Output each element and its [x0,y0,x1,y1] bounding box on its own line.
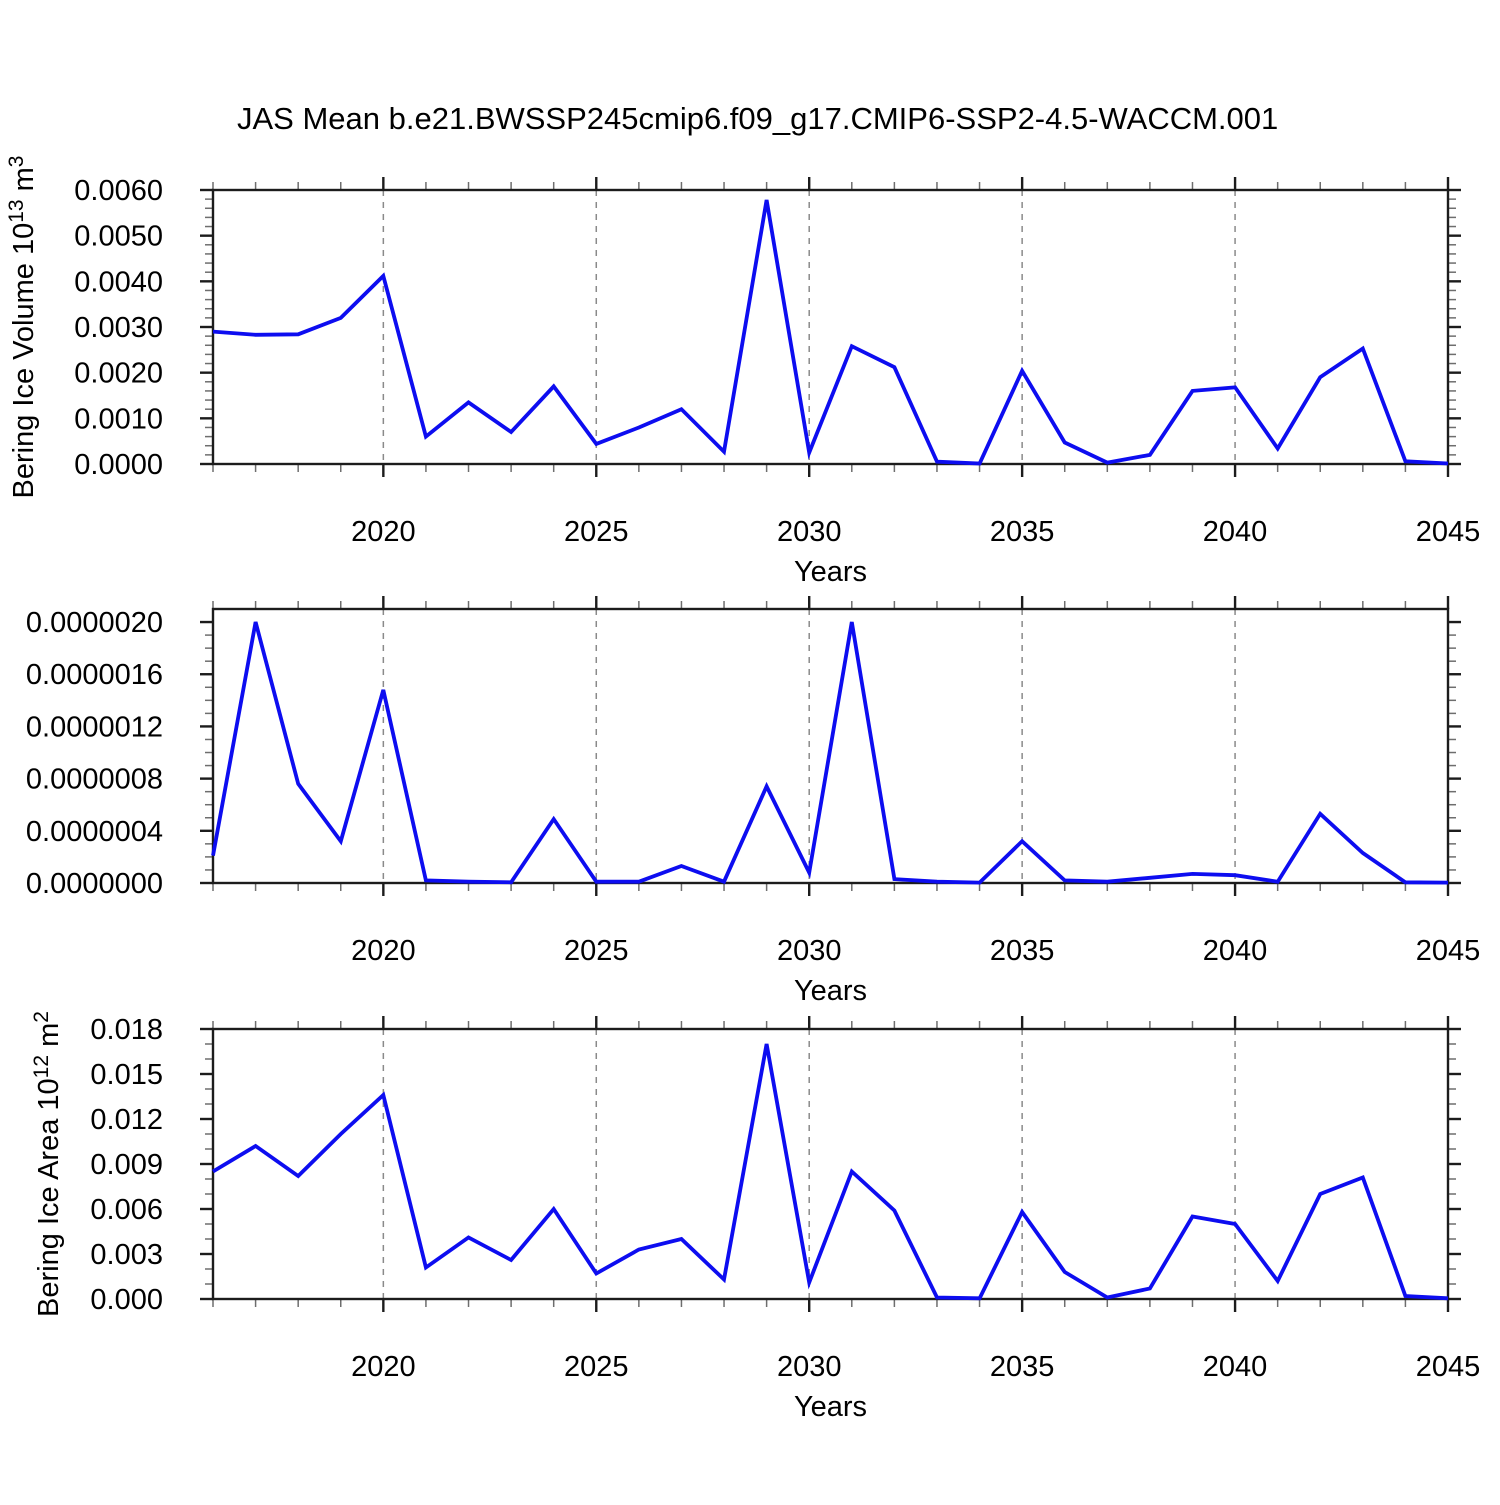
y-tick-label: 0.0010 [74,403,163,435]
x-axis-title: Years [794,975,867,1007]
y-ticks [200,1027,1461,1301]
y-tick-labels: 0.0000 0.0010 0.0020 0.0030 0.0040 0.0050 0.00… [74,175,163,481]
x-axis-title: Years [794,556,867,588]
x-tick-labels: 2020 2025 2030 2035 2040 2045 [351,516,1480,548]
x-ticks [212,1016,1450,1312]
data-line-bering-ice-volume [212,199,1449,466]
y-tick-label: 0.0000020 [26,607,163,639]
y-tick-label: 0.0000004 [26,816,163,848]
x-tick-label: 2030 [777,516,842,548]
y-tick-labels: 0.0000000 0.0000004 0.0000008 0.0000012 0.00… [26,607,163,900]
x-tick-label: 2035 [990,935,1055,967]
x-tick-labels: 2020 2025 2030 2035 2040 2045 [351,1351,1480,1383]
y-tick-label: 0.012 [90,1104,163,1136]
plot-bering-ice-area: 2020 2025 2030 2035 2040 2045Years0.0000.0030… [30,1011,1480,1423]
data-line-bering-ice-middle-series [211,621,1449,885]
x-tick-label: 2020 [351,935,416,967]
y-tick-label: 0.0000016 [26,659,163,691]
x-tick-labels: 2020 2025 2030 2035 2040 2045 [351,935,1480,967]
y-tick-label: 0.015 [90,1059,163,1091]
y-axis-title: Bering Ice Volume 1013 m3 [5,156,40,499]
y-tick-label: 0.009 [90,1149,163,1181]
x-tick-label: 2040 [1203,516,1268,548]
x-ticks [212,596,1450,896]
figure-title: JAS Mean b.e21.BWSSP245cmip6.f09_g17.CMI… [237,101,1279,136]
x-tick-label: 2020 [351,1351,416,1383]
x-tick-label: 2045 [1416,516,1481,548]
x-tick-label: 2045 [1416,1351,1481,1383]
x-tick-label: 2045 [1416,935,1481,967]
x-tick-label: 2020 [351,516,416,548]
y-tick-labels: 0.000 0.003 0.006 0.009 0.012 0.015 0.018 [90,1014,163,1316]
y-tick-label: 0.006 [90,1194,163,1226]
x-tick-label: 2025 [564,935,629,967]
x-tick-label: 2040 [1203,935,1268,967]
x-tick-label: 2030 [777,935,842,967]
x-tick-label: 2030 [777,1351,842,1383]
y-ticks [200,188,1461,466]
x-axis-title: Years [794,1391,867,1423]
y-tick-label: 0.003 [90,1239,163,1271]
plot-bering-ice-middle-series: 2020 2025 2030 2035 2040 2045Years0.00000000.… [26,596,1480,1007]
y-tick-label: 0.0020 [74,358,163,390]
plot-frame [211,188,1450,466]
x-tick-label: 2025 [564,516,629,548]
x-tick-label: 2035 [990,1351,1055,1383]
y-tick-label: 0.0000000 [26,868,163,900]
gridlines [382,1029,1236,1299]
y-tick-label: 0.0050 [74,221,163,253]
data-line-bering-ice-area [212,1043,1449,1301]
x-ticks [212,177,1450,477]
y-tick-label: 0.018 [90,1014,163,1046]
gridlines [382,190,1236,464]
y-tick-label: 0.0040 [74,266,163,298]
x-tick-label: 2040 [1203,1351,1268,1383]
y-tick-label: 0.0030 [74,312,163,344]
y-tick-label: 0.000 [90,1284,163,1316]
y-tick-label: 0.0000 [74,449,163,481]
y-tick-label: 0.0000012 [26,711,163,743]
y-axis-title: Bering Ice Area 1012 m2 [30,1011,65,1317]
y-tick-label: 0.0060 [74,175,163,207]
plot-frame [211,607,1450,885]
y-tick-label: 0.0000008 [26,764,163,796]
x-tick-label: 2035 [990,516,1055,548]
x-tick-label: 2025 [564,1351,629,1383]
plot-bering-ice-volume: 2020 2025 2030 2035 2040 2045 Years 0.0000 0.001… [5,156,1480,588]
plot-frame [211,1027,1450,1301]
gridlines [382,609,1236,883]
y-ticks [200,620,1461,885]
